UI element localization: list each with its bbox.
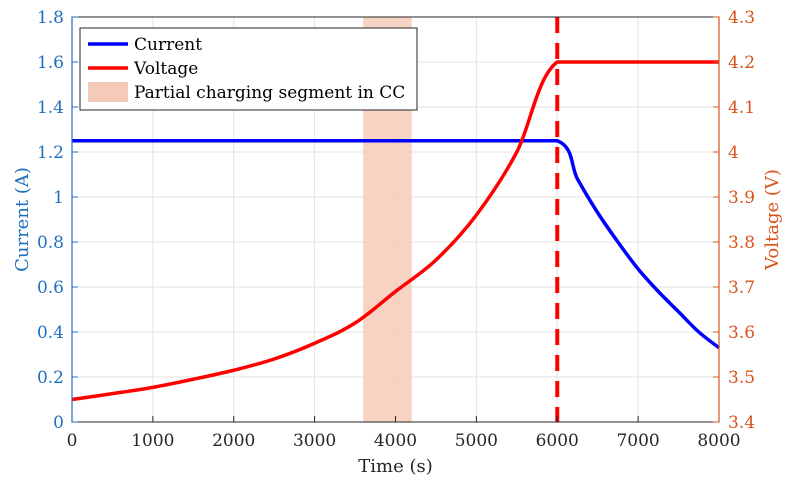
y-left-tick-label: 0.8: [37, 233, 64, 253]
axes-layer: 0 1000 2000 3000 4000 5000 6000 7000 8000 0 0.2 0.4…: [37, 8, 755, 451]
x-tick-label: 7000: [616, 431, 659, 451]
x-tick-label: 6000: [536, 431, 579, 451]
legend-label-current: Current: [134, 35, 202, 55]
y-left-tick-label: 0.6: [37, 278, 64, 298]
series-layer: [71, 60, 721, 402]
y-right-tick-label: 4.1: [728, 98, 755, 118]
y-right-tick-label: 3.4: [728, 413, 755, 433]
x-tick-label: 1000: [131, 431, 174, 451]
legend-box: [79, 27, 418, 111]
series-line-voltage: [71, 60, 719, 402]
y-left-tick-label: 1.8: [37, 8, 64, 28]
legend: Current Voltage Partial charging segment…: [79, 27, 418, 111]
x-axis-title: Time (s): [358, 456, 433, 477]
y-right-tick-label: 3.8: [728, 233, 755, 253]
y-left-axis-title: Current (A): [12, 167, 33, 272]
y-right-tick-label: 4: [728, 143, 739, 163]
x-tick-label: 5000: [455, 431, 498, 451]
x-tick-label: 8000: [697, 431, 740, 451]
y-right-axis-title: Voltage (V): [762, 169, 783, 271]
series-line-current: [72, 139, 721, 350]
y-right-tick-label: 3.5: [728, 368, 755, 388]
y-left-tick-label: 1.6: [37, 53, 64, 73]
y-right-tick-label: 3.6: [728, 323, 755, 343]
x-tick-label: 0: [67, 431, 78, 451]
y-left-tick-label: 1.2: [37, 143, 64, 163]
y-right-tick-label: 4.3: [728, 8, 755, 28]
x-tick-label: 3000: [293, 431, 336, 451]
legend-label-shaded-region: Partial charging segment in CC: [134, 83, 405, 103]
y-left-tick-label: 1: [53, 188, 64, 208]
y-left-tick-label: 0.2: [37, 368, 64, 388]
legend-swatch-shaded-region: [88, 82, 128, 102]
y-left-tick-label: 1.4: [37, 98, 64, 118]
y-right-tick-label: 3.7: [728, 278, 755, 298]
legend-label-voltage: Voltage: [133, 59, 198, 79]
y-right-tick-label: 4.2: [728, 53, 755, 73]
x-tick-label: 2000: [212, 431, 255, 451]
y-right-tick-label: 3.9: [728, 188, 755, 208]
y-left-tick-label: 0: [53, 413, 64, 433]
x-tick-label: 4000: [374, 431, 417, 451]
y-left-tick-label: 0.4: [37, 323, 64, 343]
